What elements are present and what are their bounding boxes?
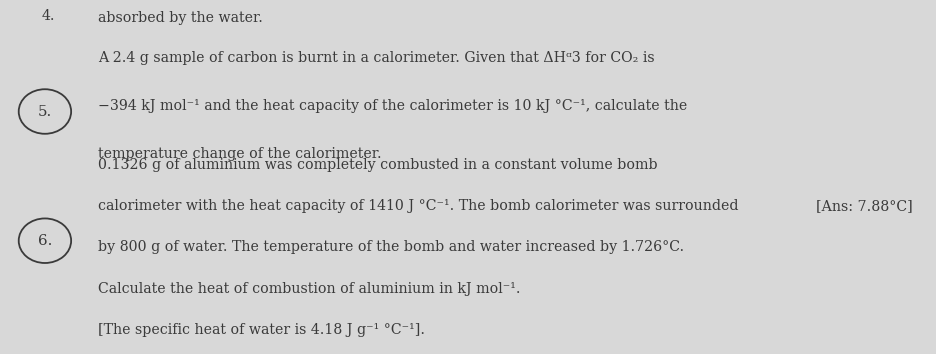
Text: calorimeter with the heat capacity of 1410 J °C⁻¹. The bomb calorimeter was surr: calorimeter with the heat capacity of 14… — [98, 199, 739, 213]
Text: −394 kJ mol⁻¹ and the heat capacity of the calorimeter is 10 kJ °C⁻¹, calculate : −394 kJ mol⁻¹ and the heat capacity of t… — [98, 99, 688, 113]
Text: Calculate the heat of combustion of aluminium in kJ mol⁻¹.: Calculate the heat of combustion of alum… — [98, 282, 520, 296]
Text: absorbed by the water.: absorbed by the water. — [98, 11, 263, 25]
Text: [Ans: 7.88°C]: [Ans: 7.88°C] — [816, 200, 913, 213]
Text: 5.: 5. — [37, 104, 52, 119]
Text: temperature change of the calorimeter.: temperature change of the calorimeter. — [98, 147, 382, 161]
Text: by 800 g of water. The temperature of the bomb and water increased by 1.726°C.: by 800 g of water. The temperature of th… — [98, 240, 684, 255]
Text: 0.1326 g of aluminium was completely combusted in a constant volume bomb: 0.1326 g of aluminium was completely com… — [98, 158, 658, 172]
Text: 6.: 6. — [37, 234, 52, 248]
Text: [The specific heat of water is 4.18 J g⁻¹ °C⁻¹].: [The specific heat of water is 4.18 J g⁻… — [98, 323, 425, 337]
Text: 4.: 4. — [41, 9, 54, 23]
Text: A 2.4 g sample of carbon is burnt in a calorimeter. Given that ΔHᵅ3 for CO₂ is: A 2.4 g sample of carbon is burnt in a c… — [98, 51, 655, 65]
